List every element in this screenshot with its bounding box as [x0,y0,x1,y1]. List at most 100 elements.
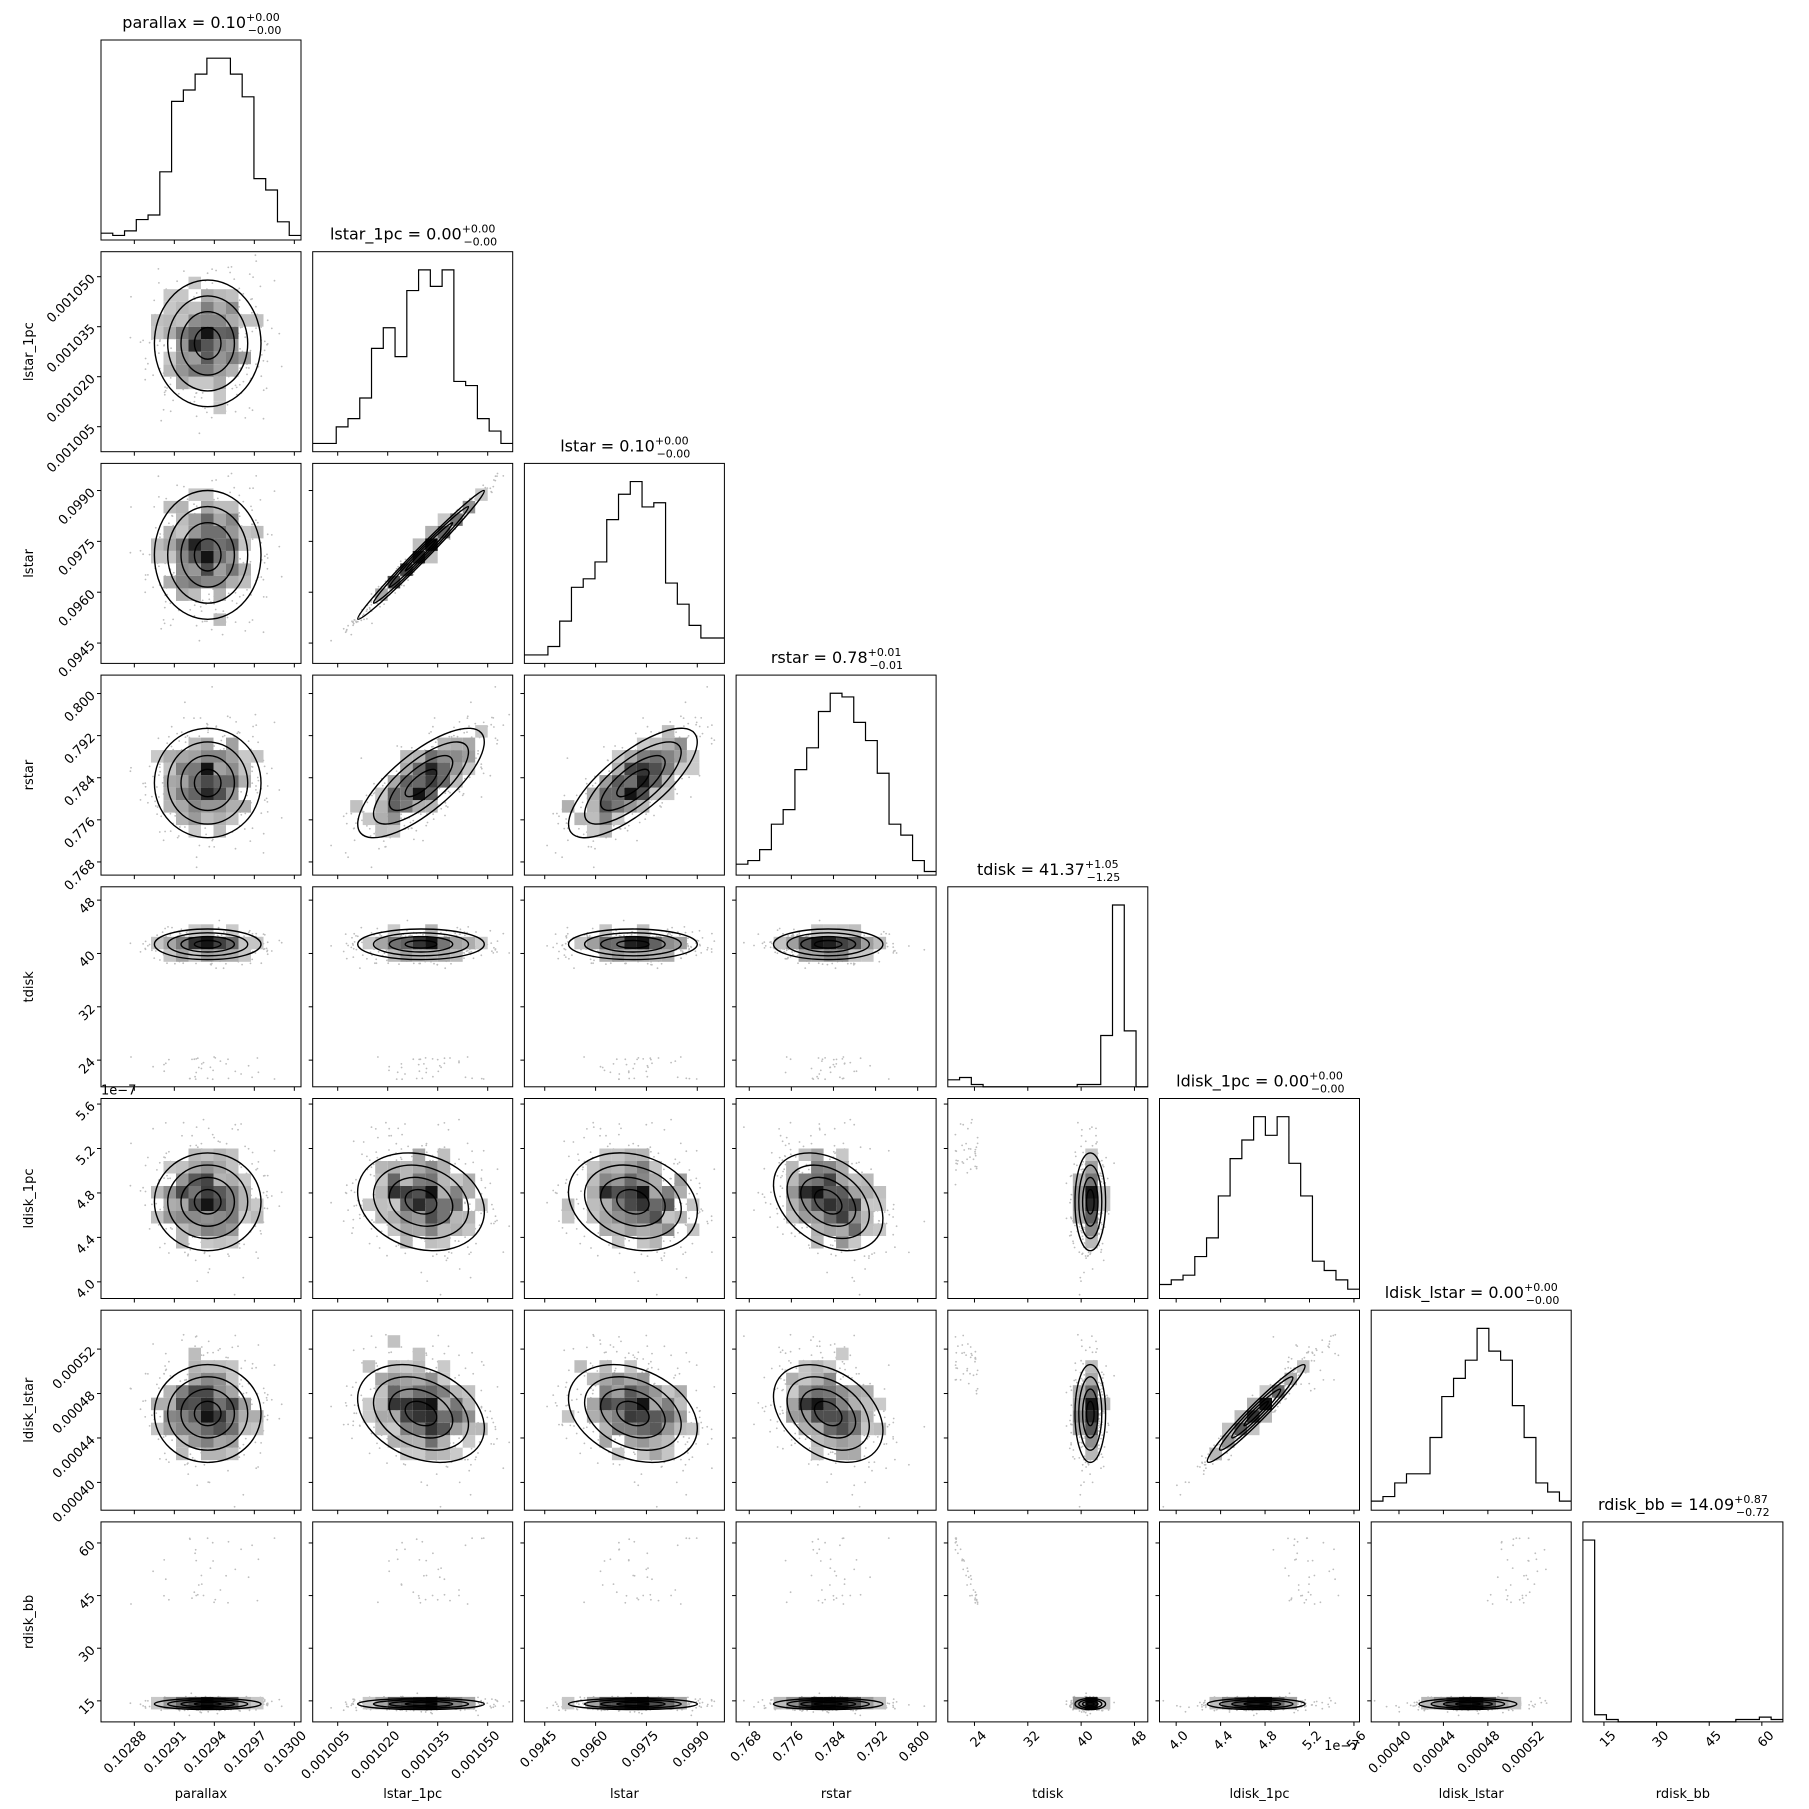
sample-point [608,770,611,772]
sample-point [211,268,214,270]
sample-point [234,1070,237,1073]
sample-point [370,866,373,869]
sample-point [400,817,402,820]
sample-point [226,715,229,718]
sample-point [265,387,268,390]
sample-point [248,931,250,934]
density-cell [176,800,189,813]
sample-point [456,735,459,738]
sample-point [215,479,218,481]
sample-point [180,928,183,931]
sample-point [236,732,239,735]
sample-point [493,726,495,728]
sample-point [373,782,375,785]
sample-point [379,605,381,608]
panel-title: ldisk_lstar = 0.00+0.00 [1385,1281,1558,1303]
density-cell [226,314,239,327]
sample-point [612,824,615,827]
density-cell [163,289,176,302]
sample-point [407,827,410,830]
sample-point [273,1078,276,1080]
sample-point [226,616,229,619]
sample-point [184,701,186,704]
sample-point [508,713,511,716]
sample-point [614,838,617,841]
sample-point [151,949,153,952]
sample-point [204,620,206,623]
panel-title-minus: −0.00 [1526,1294,1560,1307]
sample-point [197,1066,200,1069]
density-cell [176,364,189,377]
sample-point [236,393,238,396]
sample-point [210,628,213,631]
sample-point [248,487,251,490]
contour-line [616,768,650,798]
sample-point [238,383,241,386]
sample-point [345,822,348,825]
sample-point [147,574,149,576]
sample-point [234,410,237,413]
sample-point [170,745,173,748]
density-cell [163,500,176,514]
panel-frame [100,39,302,241]
sample-point [152,775,155,778]
sample-point [447,790,450,793]
density-cell [375,800,388,813]
sample-point [252,276,255,278]
sample-point [129,336,132,339]
sample-point [468,725,470,727]
sample-point [170,347,173,350]
sample-point [235,602,238,605]
sample-point [466,717,469,719]
contour-line [193,538,222,572]
density-cell [450,750,463,763]
panel-title: parallax = 0.10+0.00 [122,11,279,32]
sample-point [631,813,634,815]
density-cell [213,364,226,377]
sample-point [565,822,568,824]
sample-point [167,926,169,928]
hist-panel-lstar_1pc: lstar_1pc = 0.00+0.00−0.00 [312,223,514,453]
sample-point [200,1063,203,1065]
sample-point [280,365,283,368]
sample-point [251,932,254,935]
histogram-step [1582,1539,1783,1723]
sample-point [566,757,569,759]
sample-point [461,794,464,797]
scatter-panel-parallax-vs-tdisk [129,919,283,1081]
sample-point [178,931,181,934]
density-cell [674,737,687,751]
sample-point [280,575,283,578]
sample-point [363,618,365,621]
sample-point [266,772,268,775]
sample-point [430,731,432,733]
sample-point [621,746,624,749]
sample-point [198,432,201,435]
density-cell [188,301,201,315]
density-cell [213,538,226,551]
sample-point [171,515,174,517]
sample-point [371,622,373,625]
sample-point [164,927,167,930]
density-cell [213,389,226,402]
sample-point [239,326,242,329]
density-cell [636,750,650,763]
density-cell [188,326,201,340]
sample-point [585,782,588,785]
density-cell [213,339,226,352]
sample-point [225,1063,228,1065]
density-cell [176,775,189,788]
sample-point [591,784,594,787]
sample-point [686,736,689,739]
sample-point [260,375,263,378]
sample-point [409,821,412,824]
sample-point [247,740,250,742]
sample-point [674,788,677,791]
sample-point [330,844,332,847]
sample-point [470,701,472,704]
density-cell [412,762,426,776]
sample-point [256,791,259,794]
sample-point [565,818,567,820]
sample-point [482,772,485,775]
